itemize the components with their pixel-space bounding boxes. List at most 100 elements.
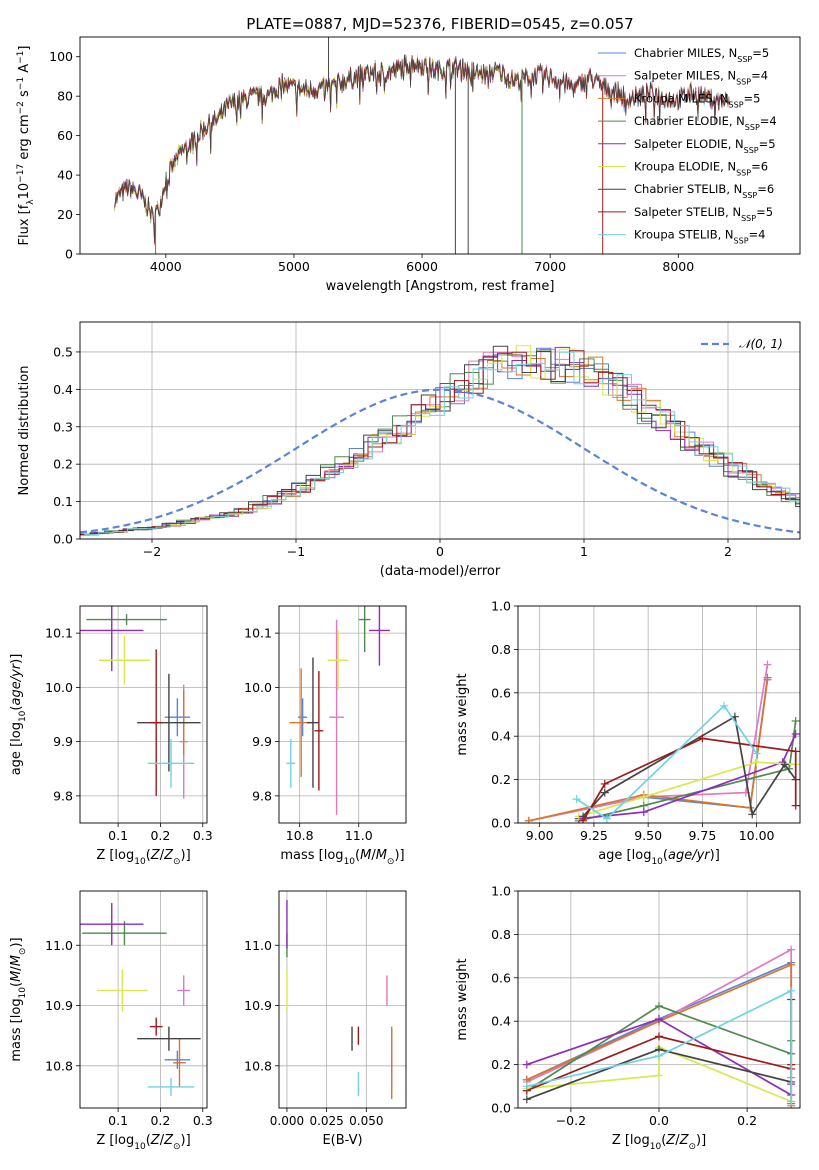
errorbar-point (286, 738, 296, 788)
y-tick-label: 0.8 (491, 927, 511, 942)
x-tick-label: 0 (436, 544, 444, 559)
mass-vs-ebv-panel: 0.000 0.025 0.050 10.8 10.9 11.0 E(B-V) (244, 890, 407, 1148)
y-tick-label: 0.5 (53, 344, 73, 359)
line-marker (791, 717, 800, 726)
legend-label: Chabrier ELODIE, NSSP=4 (634, 114, 777, 132)
x-tick-label: 0.0 (649, 1113, 669, 1128)
x-tick-label: 0.025 (309, 1114, 343, 1128)
x-axis-label: Z [log10(Z/Z⊙)] (96, 1133, 190, 1152)
line-marker (655, 1032, 663, 1041)
line-marker (791, 730, 800, 739)
line-marker (791, 801, 800, 810)
y-tick-label: 10.8 (244, 1058, 272, 1073)
y-tick-label: 0.4 (491, 729, 511, 744)
axes-frame (79, 321, 801, 540)
y-tick-label: 0.4 (53, 382, 73, 397)
normal-curve (80, 388, 800, 534)
line-marker (787, 960, 796, 969)
x-axis-label: Z [log10(Z/Z⊙)] (612, 1133, 706, 1152)
y-tick-label: 0.2 (491, 772, 511, 787)
errorbar-point (314, 671, 324, 791)
line-marker (639, 808, 648, 817)
y-tick-label: 40 (57, 168, 73, 183)
y-tick-label: 10.8 (45, 1058, 73, 1073)
spectrum-legend: Chabrier MILES, NSSP=5 Salpeter MILES, NS… (598, 46, 777, 245)
x-axis-label: Z [log10(Z/Z⊙)] (96, 848, 190, 867)
errorbar-point (86, 614, 167, 625)
line-marker (748, 810, 757, 819)
axes-frame (278, 605, 407, 824)
y-axis-label: mass weight (455, 673, 470, 755)
y-tick-label: 0.0 (491, 816, 511, 831)
line-marker (579, 816, 588, 823)
line-series-1 (528, 664, 769, 822)
line-marker (524, 816, 533, 823)
lines (522, 945, 796, 1108)
line-marker (602, 814, 611, 823)
line-marker (522, 1082, 531, 1091)
y-tick-label: 100 (49, 49, 73, 64)
legend-label: Chabrier STELIB, NSSP=6 (634, 182, 774, 200)
x-tick-label: 2 (724, 544, 732, 559)
line-marker (752, 749, 761, 758)
x-tick-label: 0.2 (150, 1113, 170, 1128)
line-marker (572, 795, 581, 804)
line-marker (720, 701, 729, 710)
line-series-5 (526, 1045, 792, 1103)
y-tick-label: 0.1 (53, 494, 73, 509)
y-tick-label: 0.6 (491, 685, 511, 700)
y-tick-label: 0.6 (491, 970, 511, 985)
y-tick-label: 11.0 (244, 938, 272, 953)
line-series-6 (582, 715, 797, 818)
line-marker (752, 758, 761, 767)
errorbar-point (99, 635, 150, 685)
line-marker (600, 788, 609, 797)
line-marker (763, 660, 772, 669)
x-tick-label: 6000 (406, 259, 438, 274)
line-marker (787, 945, 796, 954)
axes-frame (79, 605, 208, 824)
legend-label: Salpeter ELODIE, NSSP=5 (634, 137, 776, 155)
legend-label: Salpeter STELIB, NSSP=5 (634, 205, 773, 223)
legend-label: Kroupa ELODIE, NSSP=6 (634, 160, 768, 178)
axes-frame (79, 890, 208, 1109)
legend-label: Kroupa MILES, NSSP=5 (634, 91, 760, 109)
y-tick-label: 0.4 (491, 1014, 511, 1029)
age-vs-metallicity-panel: 0.1 0.2 0.3 9.8 9.9 10.0 10.1 Z [log10(Z/Z⊙)] ag… (9, 605, 213, 867)
errorbar-point (164, 1050, 191, 1069)
x-tick-label: 10.8 (286, 828, 314, 843)
y-tick-label: 0 (65, 247, 73, 262)
axes-frame (79, 36, 801, 255)
line-marker (639, 792, 648, 801)
line-series-8 (526, 989, 793, 1102)
line-marker (763, 675, 772, 684)
line-marker (522, 1060, 531, 1069)
x-tick-label: −0.2 (556, 1113, 586, 1128)
x-tick-label: 0.3 (193, 1113, 213, 1128)
errorbar-point (80, 606, 144, 672)
line-marker (780, 760, 789, 769)
y-tick-label: 0.2 (491, 1057, 511, 1072)
y-tick-label: 0.0 (53, 532, 73, 547)
y-tick-label: 20 (57, 207, 73, 222)
mass-weight-vs-age-panel: 9.00 9.25 9.50 9.75 10.00 0.0 0.2 0.4 0.6 0.8 1.0 a… (455, 599, 801, 867)
line-marker (655, 1071, 663, 1080)
x-tick-label: 0.3 (193, 828, 213, 843)
x-tick-label: 9.75 (688, 828, 716, 843)
x-axis-label: age [log10(age/yr)] (598, 848, 720, 867)
histogram-7 (80, 350, 800, 535)
line-marker (787, 1097, 796, 1106)
x-tick-label: 7000 (534, 259, 566, 274)
x-tick-label: −2 (143, 544, 161, 559)
legend-label: Kroupa STELIB, NSSP=4 (634, 228, 765, 246)
line-marker (655, 1015, 663, 1024)
legend-label: Chabrier MILES, NSSP=5 (634, 46, 769, 64)
errorbar-point (329, 619, 344, 815)
legend-label: 𝒩(0, 1) (739, 337, 783, 351)
x-tick-label: 4000 (150, 259, 182, 274)
errorbar-point (137, 1026, 201, 1051)
line-series-2 (528, 679, 769, 822)
x-tick-label: 9.00 (526, 828, 554, 843)
y-tick-label: 10.1 (45, 626, 73, 641)
errorbars (286, 900, 393, 1099)
